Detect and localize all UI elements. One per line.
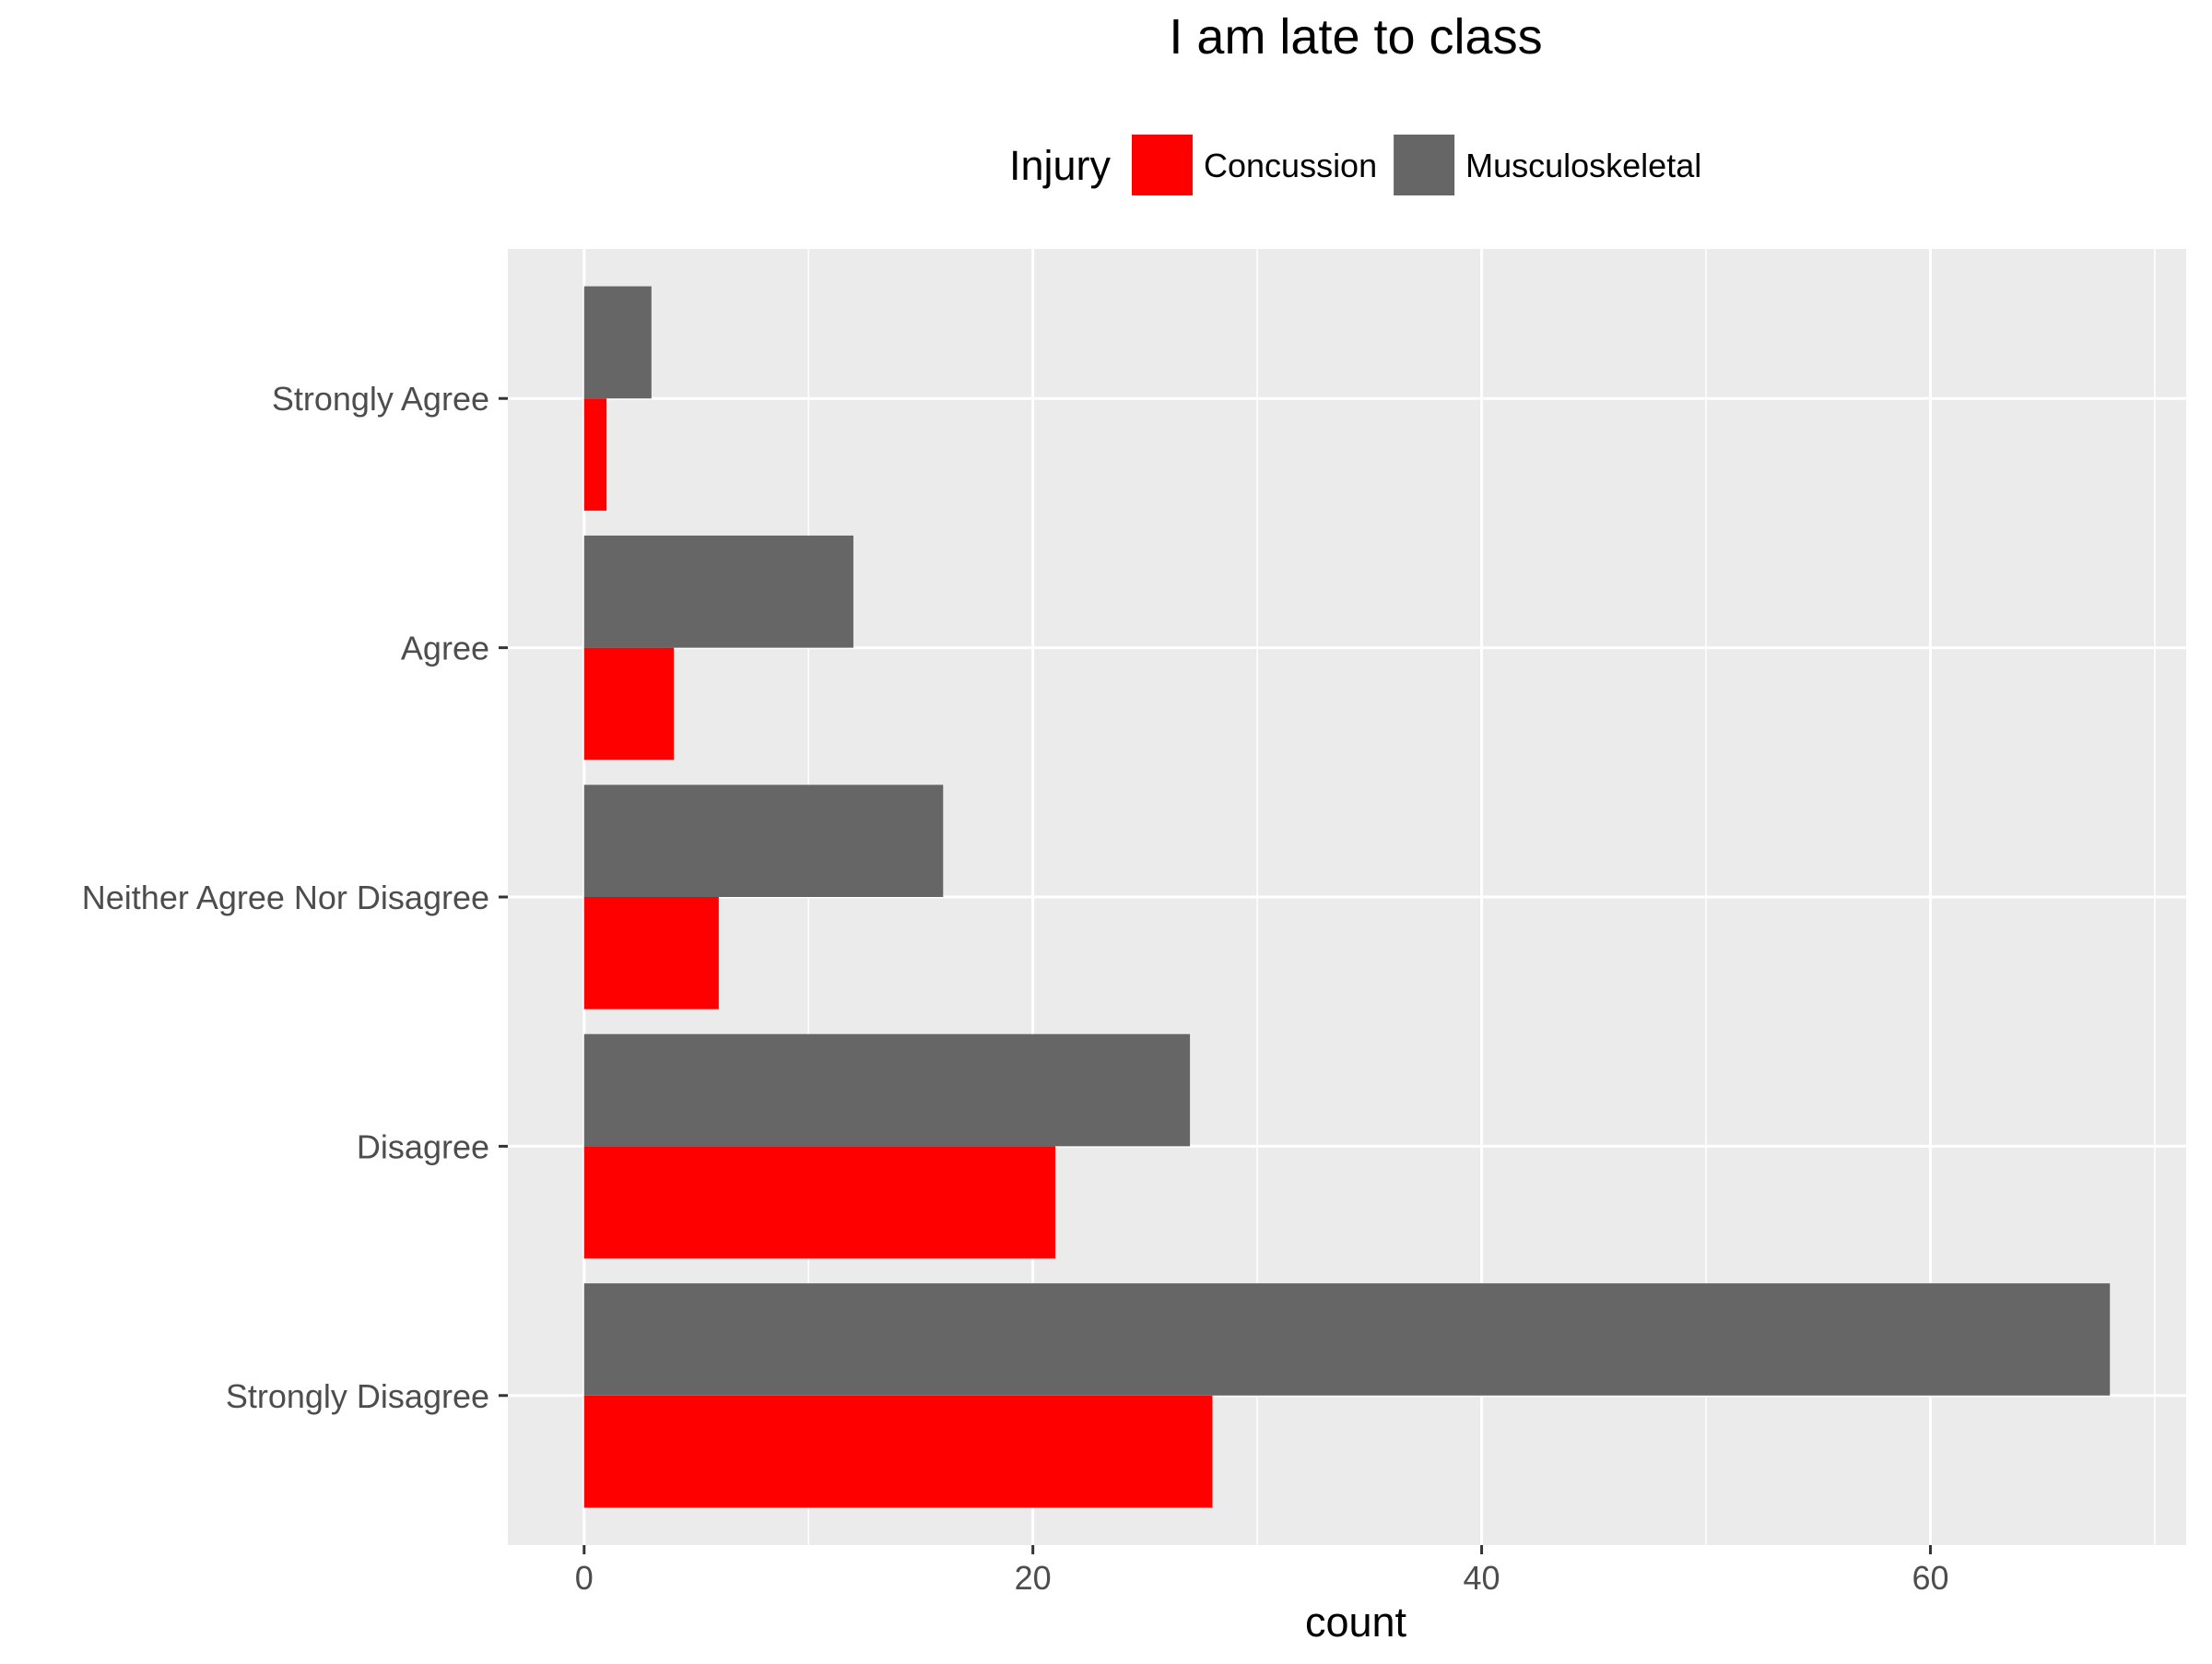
bar-concussion-strongly-disagree [583,1395,1213,1508]
bar-musculoskeletal-strongly-agree [583,286,652,399]
bar-musculoskeletal-strongly-disagree [583,1283,2111,1396]
bar-musculoskeletal-neither-agree-nor-disagree [583,785,944,897]
legend-label-concussion: Concussion [1204,147,1377,184]
x-axis-title: count [1305,1599,1407,1646]
legend-key-concussion [1132,135,1193,195]
bar-musculoskeletal-disagree [583,1033,1191,1147]
legend-items: Concussion Musculoskeletal [1132,135,1701,195]
chart-title: I am late to class [1169,9,1542,65]
x-tick-label-60: 60 [1912,1559,1948,1597]
legend-key-musculoskeletal [1394,135,1455,195]
legend-title: Injury [1009,142,1112,189]
x-tick-label-0: 0 [575,1559,594,1597]
legend: Injury Concussion Musculoskeletal [1009,135,1701,195]
x-tick-label-40: 40 [1464,1559,1500,1597]
legend-item-concussion: Concussion [1132,135,1377,195]
bars [583,286,2111,1508]
y-tick-label-neither-agree-nor-disagree: Neither Agree Nor Disagree [82,879,489,916]
bar-concussion-agree [583,647,675,761]
y-tick-label-strongly-agree: Strongly Agree [272,380,489,418]
y-axis: Strongly Agree Agree Neither Agree Nor Dis… [82,380,508,1415]
legend-label-musculoskeletal: Musculoskeletal [1465,147,1701,184]
bar-musculoskeletal-agree [583,535,853,648]
bar-concussion-disagree [583,1146,1056,1259]
bar-concussion-neither-agree-nor-disagree [583,897,719,1009]
x-tick-label-20: 20 [1015,1559,1052,1597]
bar-concussion-strongly-agree [583,398,607,511]
y-tick-label-agree: Agree [401,630,489,667]
y-tick-label-strongly-disagree: Strongly Disagree [226,1377,489,1415]
y-tick-label-disagree: Disagree [357,1127,489,1165]
legend-item-musculoskeletal: Musculoskeletal [1394,135,1701,195]
x-axis: 0 20 40 60 [575,1545,1948,1597]
